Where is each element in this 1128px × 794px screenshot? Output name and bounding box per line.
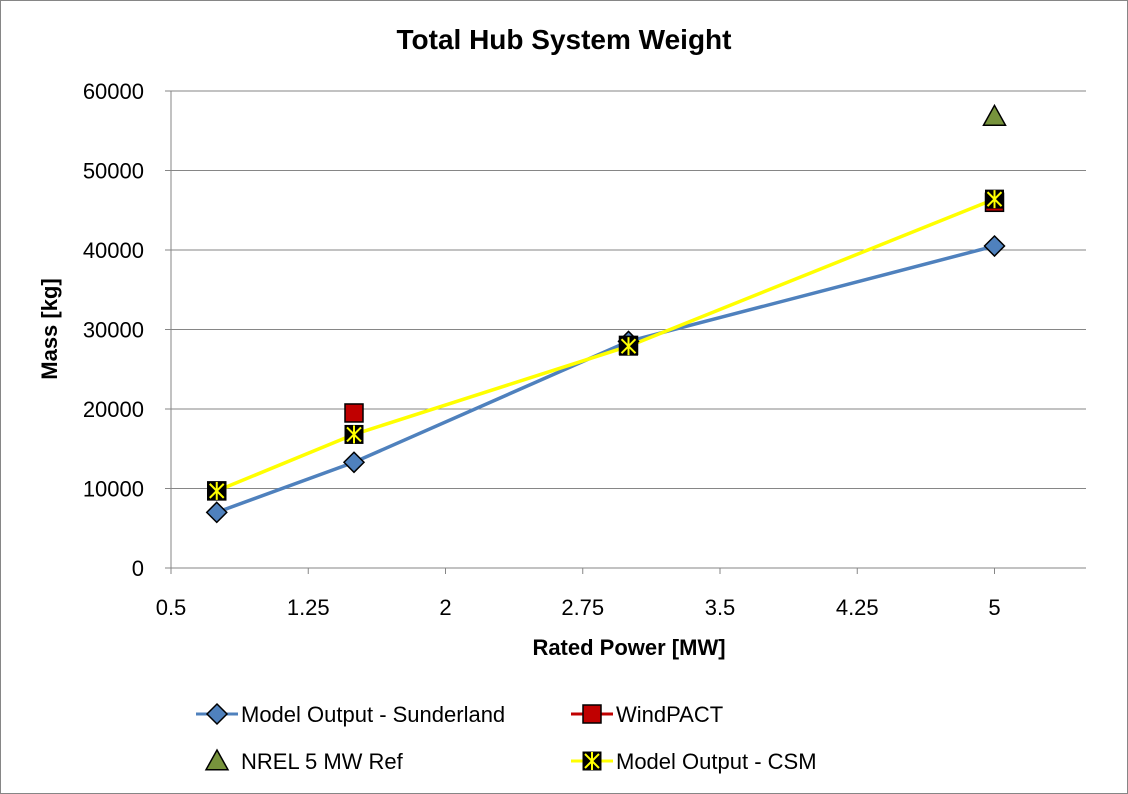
legend-marker <box>204 748 230 771</box>
chart-title: Total Hub System Weight <box>397 24 732 55</box>
x-tick-label: 5 <box>988 595 1000 620</box>
legend-label: NREL 5 MW Ref <box>241 749 404 774</box>
axes <box>165 90 1086 574</box>
y-tick-label: 10000 <box>83 477 144 502</box>
y-tick-label: 40000 <box>83 238 144 263</box>
x-tick-label: 3.5 <box>705 595 736 620</box>
series-line <box>216 244 995 514</box>
series-markers <box>205 103 1007 524</box>
y-tick-label: 20000 <box>83 397 144 422</box>
legend-item: Model Output - CSM <box>571 749 817 774</box>
data-point <box>982 103 1007 126</box>
x-tick-label: 4.25 <box>836 595 879 620</box>
gridlines <box>171 90 1086 489</box>
y-tick-label: 60000 <box>83 79 144 104</box>
data-point <box>619 336 638 356</box>
x-tick-label: 2 <box>439 595 451 620</box>
legend-marker <box>582 751 602 771</box>
data-point <box>983 234 1006 258</box>
y-axis-label: Mass [kg] <box>37 278 62 379</box>
legend-marker <box>205 702 229 726</box>
y-tick-label: 30000 <box>83 318 144 343</box>
x-tick-label: 0.5 <box>156 595 187 620</box>
legend-item: WindPACT <box>571 702 723 727</box>
tick-labels: 0 10000 20000 30000 40000 50000 60000 0.5 1.25 2 2… <box>83 79 1001 620</box>
data-point <box>205 501 228 524</box>
data-point <box>207 481 227 501</box>
legend-marker <box>582 704 602 724</box>
data-point <box>344 424 364 444</box>
y-tick-label: 0 <box>132 556 144 581</box>
data-point <box>985 189 1004 209</box>
x-tick-label: 2.75 <box>561 595 604 620</box>
series-lines <box>216 197 996 514</box>
legend: Model Output - Sunderland WindPACT NREL 5 … <box>196 702 817 774</box>
series-line <box>216 197 996 493</box>
legend-item: Model Output - Sunderland <box>196 702 505 727</box>
legend-label: Model Output - CSM <box>616 749 817 774</box>
legend-label: Model Output - Sunderland <box>241 702 505 727</box>
legend-label: WindPACT <box>616 702 723 727</box>
legend-item: NREL 5 MW Ref <box>204 748 404 774</box>
y-tick-label: 50000 <box>83 159 144 184</box>
data-point <box>342 451 366 474</box>
x-tick-label: 1.25 <box>287 595 330 620</box>
x-axis-label: Rated Power [MW] <box>532 635 725 660</box>
data-point <box>344 403 364 423</box>
